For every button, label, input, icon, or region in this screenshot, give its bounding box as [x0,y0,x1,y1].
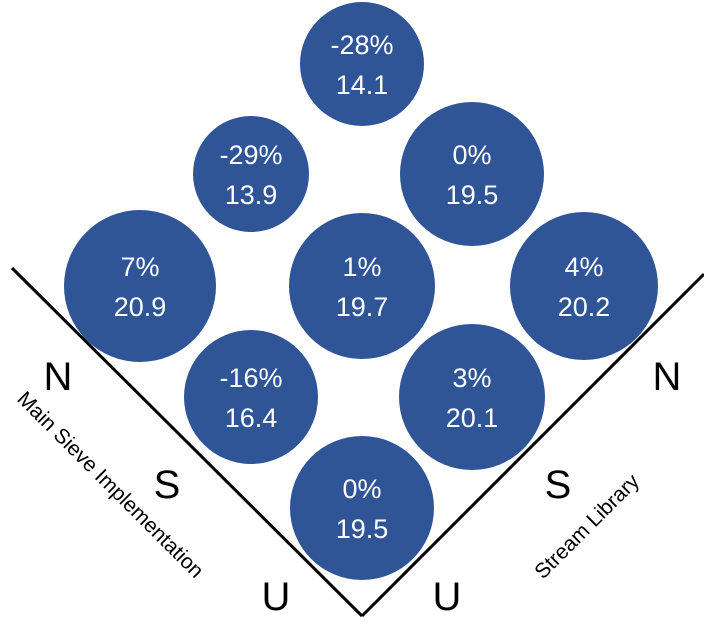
right-level-s: S [545,463,572,507]
cell-s-s: 1% 19.7 [289,213,435,359]
right-level-n: N [653,355,682,399]
cell-circle [400,102,544,246]
cell-circle [290,436,434,580]
cell-percent: 1% [342,252,381,282]
cell-circle [300,2,424,126]
cell-percent: -16% [219,363,282,393]
cell-value: 13.9 [225,180,278,210]
cell-circle [193,116,309,232]
cell-percent: -28% [330,30,393,60]
right-level-u: U [433,575,462,619]
cell-percent: 0% [342,474,381,504]
cell-percent: -29% [219,140,282,170]
cell-circle [399,324,545,470]
cell-u-s: 3% 20.1 [399,324,545,470]
cell-value: 16.4 [225,403,278,433]
cell-percent: 7% [120,252,159,282]
cell-value: 20.9 [114,292,167,322]
cell-circle [510,212,658,360]
cell-u-n: 4% 20.2 [510,212,658,360]
cell-s-n: 0% 19.5 [400,102,544,246]
left-axis-line [10,266,364,618]
cell-u-u: 0% 19.5 [290,436,434,580]
left-level-s: S [154,463,181,507]
cell-circle [184,330,318,464]
cell-value: 20.2 [558,292,611,322]
cell-value: 19.7 [336,292,389,322]
cell-value: 19.5 [336,514,389,544]
right-axis-line [360,272,704,618]
cell-value: 19.5 [446,180,499,210]
cell-circle [64,210,216,362]
cell-value: 20.1 [446,403,499,433]
cell-percent: 0% [452,140,491,170]
cell-n-u: 7% 20.9 [64,210,216,362]
cell-percent: 3% [452,363,491,393]
cell-circle [289,213,435,359]
cell-value: 14.1 [336,70,389,100]
cell-s-u: -16% 16.4 [184,330,318,464]
cell-percent: 4% [564,252,603,282]
cell-n-s: -29% 13.9 [193,116,309,232]
left-level-n: N [44,355,73,399]
cell-n-n: -28% 14.1 [300,2,424,126]
left-level-u: U [262,575,291,619]
